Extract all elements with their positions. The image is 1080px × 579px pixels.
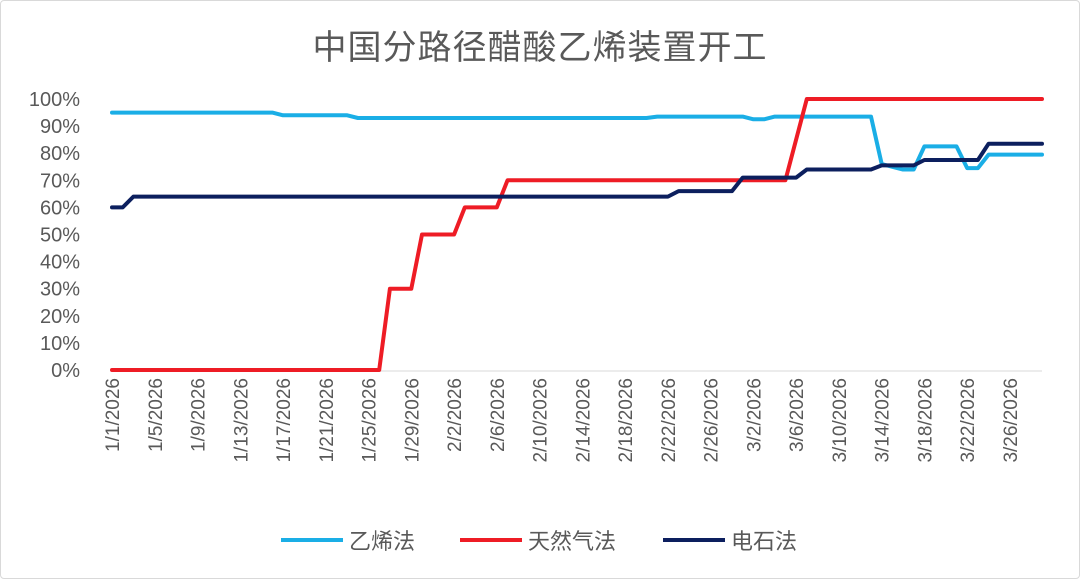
x-tick-label: 3/2/2026 xyxy=(744,378,765,452)
legend-item-natural-gas: 天然气法 xyxy=(460,522,616,558)
x-tick-label: 2/6/2026 xyxy=(488,378,509,452)
series-line-calcium-carbide xyxy=(110,141,1044,210)
x-tick-label: 2/2/2026 xyxy=(445,378,466,452)
x-tick-label: 1/5/2026 xyxy=(146,378,167,452)
y-tick-label: 20% xyxy=(40,306,80,328)
x-tick-label: 3/6/2026 xyxy=(787,378,808,452)
y-tick-label: 60% xyxy=(40,197,80,219)
y-tick-label: 100% xyxy=(29,89,80,111)
legend-item-calcium-carbide: 电石法 xyxy=(663,522,797,558)
chart-title: 中国分路径醋酸乙烯装置开工 xyxy=(312,28,768,68)
y-tick-label: 0% xyxy=(51,360,80,382)
series-lines xyxy=(110,97,1044,372)
legend-swatch-calcium-carbide xyxy=(663,538,725,542)
legend-label-ethylene: 乙烯法 xyxy=(349,530,416,555)
x-tick-label: 3/18/2026 xyxy=(915,378,936,463)
legend-item-ethylene: 乙烯法 xyxy=(281,522,415,558)
y-axis-ticks: 0% 10% 20% 30% 40% 50% 60% 70% 80% 90% 100% xyxy=(29,89,80,382)
x-tick-label: 3/10/2026 xyxy=(830,378,851,463)
y-tick-label: 70% xyxy=(40,170,80,192)
legend-label-calcium-carbide: 电石法 xyxy=(731,530,798,555)
x-tick-label: 2/18/2026 xyxy=(616,378,637,463)
x-tick-label: 2/26/2026 xyxy=(702,378,723,463)
legend: 乙烯法 天然气法 电石法 xyxy=(0,522,1080,558)
series-line-natural-gas xyxy=(110,97,1044,372)
y-tick-label: 40% xyxy=(40,252,80,274)
series-line-ethylene xyxy=(110,110,1044,172)
y-tick-label: 30% xyxy=(40,279,80,301)
legend-label-natural-gas: 天然气法 xyxy=(528,530,617,555)
x-tick-label: 1/17/2026 xyxy=(274,378,295,463)
x-tick-label: 3/14/2026 xyxy=(873,378,894,463)
x-tick-label: 1/9/2026 xyxy=(189,378,210,452)
legend-swatch-ethylene xyxy=(281,538,343,542)
y-tick-label: 80% xyxy=(40,143,80,165)
x-tick-label: 2/22/2026 xyxy=(659,378,680,463)
x-tick-label: 3/26/2026 xyxy=(1001,378,1022,463)
y-tick-label: 90% xyxy=(40,116,80,138)
x-tick-label: 1/21/2026 xyxy=(317,378,338,463)
x-tick-label: 1/29/2026 xyxy=(402,378,423,463)
x-tick-label: 2/10/2026 xyxy=(531,378,552,463)
y-tick-label: 10% xyxy=(40,333,80,355)
x-tick-label: 3/22/2026 xyxy=(958,378,979,463)
x-tick-label: 1/25/2026 xyxy=(360,378,381,463)
x-tick-label: 1/13/2026 xyxy=(231,378,252,463)
y-tick-label: 50% xyxy=(40,225,80,247)
x-axis-ticks: 1/1/2026 1/5/2026 1/9/2026 1/13/2026 1/17/20… xyxy=(103,378,1022,463)
legend-swatch-natural-gas xyxy=(460,538,522,542)
x-tick-label: 1/1/2026 xyxy=(103,378,124,452)
x-tick-label: 2/14/2026 xyxy=(573,378,594,463)
